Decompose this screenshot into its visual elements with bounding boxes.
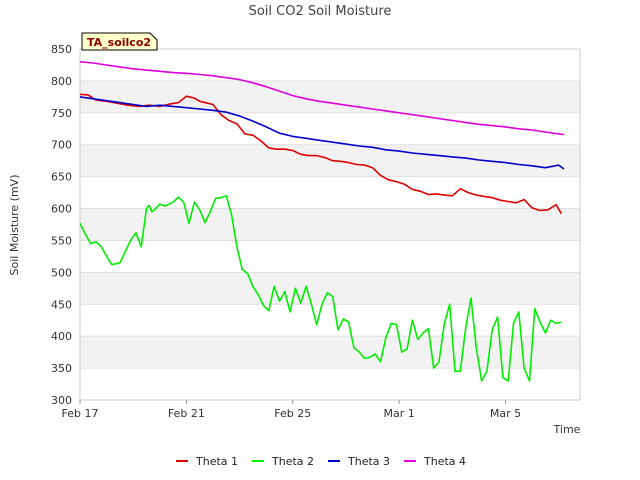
- y-tick-label: 750: [51, 107, 72, 120]
- plot-band: [80, 208, 580, 241]
- legend: Theta 1 Theta 2 Theta 3 Theta 4: [176, 455, 466, 468]
- y-tick-label: 400: [51, 330, 72, 343]
- y-tick-label: 850: [51, 43, 72, 56]
- site-badge-frame: [81, 32, 158, 51]
- y-tick-label: 450: [51, 298, 72, 311]
- y-tick-label: 350: [51, 362, 72, 375]
- chart-title: Soil CO2 Soil Moisture: [249, 4, 392, 19]
- y-tick-label: 650: [51, 171, 72, 184]
- x-tick-label: Feb 17: [62, 407, 99, 420]
- series-line-theta-2: [79, 195, 562, 382]
- site-badge-label: TA_soilco2: [87, 36, 151, 49]
- y-tick-label: 550: [51, 234, 72, 247]
- y-axis-label: Soil Moisture (mV): [8, 175, 21, 276]
- y-tick-label: 700: [51, 139, 72, 152]
- y-tick-label: 500: [51, 266, 72, 279]
- legend-label-theta-2: Theta 2: [271, 455, 314, 468]
- x-axis-label: Time: [553, 423, 581, 436]
- y-tick-label: 800: [51, 75, 72, 88]
- x-tick-label: Mar 5: [490, 407, 521, 420]
- x-tick-label: Mar 1: [384, 407, 415, 420]
- plot-band: [80, 272, 580, 305]
- legend-label-theta-1: Theta 1: [195, 455, 238, 468]
- series-line-theta-1: [79, 93, 563, 215]
- series-lines: [79, 61, 565, 382]
- y-axis-ticks: 300 350 400 450 500 550 600 650 700 750 800 850: [51, 43, 72, 407]
- legend-label-theta-3: Theta 3: [347, 455, 390, 468]
- y-tick-label: 600: [51, 203, 72, 216]
- plot-background: [80, 80, 580, 369]
- series-line-theta-3: [79, 96, 565, 170]
- plot-band: [80, 336, 580, 369]
- y-tick-label: 300: [51, 394, 72, 407]
- x-tick-label: Feb 21: [168, 407, 205, 420]
- x-axis-ticks: Feb 17 Feb 21 Feb 25 Mar 1 Mar 5: [62, 400, 521, 420]
- plot-band: [80, 144, 580, 177]
- site-badge: TA_soilco2: [81, 32, 158, 51]
- series-line-theta-4: [79, 61, 565, 136]
- plot-band: [80, 80, 580, 113]
- x-tick-label: Feb 25: [274, 407, 311, 420]
- legend-label-theta-4: Theta 4: [423, 455, 466, 468]
